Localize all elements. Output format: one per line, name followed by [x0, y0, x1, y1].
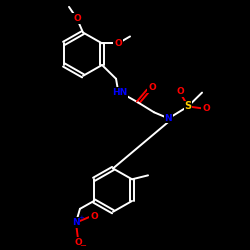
Text: N: N	[72, 218, 80, 227]
Text: O: O	[202, 104, 210, 113]
Text: O: O	[73, 14, 81, 23]
Text: −: −	[80, 241, 86, 250]
Text: O: O	[176, 87, 184, 96]
Text: O: O	[114, 39, 122, 48]
Text: O: O	[148, 83, 156, 92]
Text: N: N	[164, 114, 172, 123]
Text: O: O	[74, 238, 82, 247]
Text: HN: HN	[112, 88, 128, 97]
Text: S: S	[184, 102, 192, 112]
Text: O: O	[90, 212, 98, 221]
Text: +: +	[78, 215, 84, 221]
